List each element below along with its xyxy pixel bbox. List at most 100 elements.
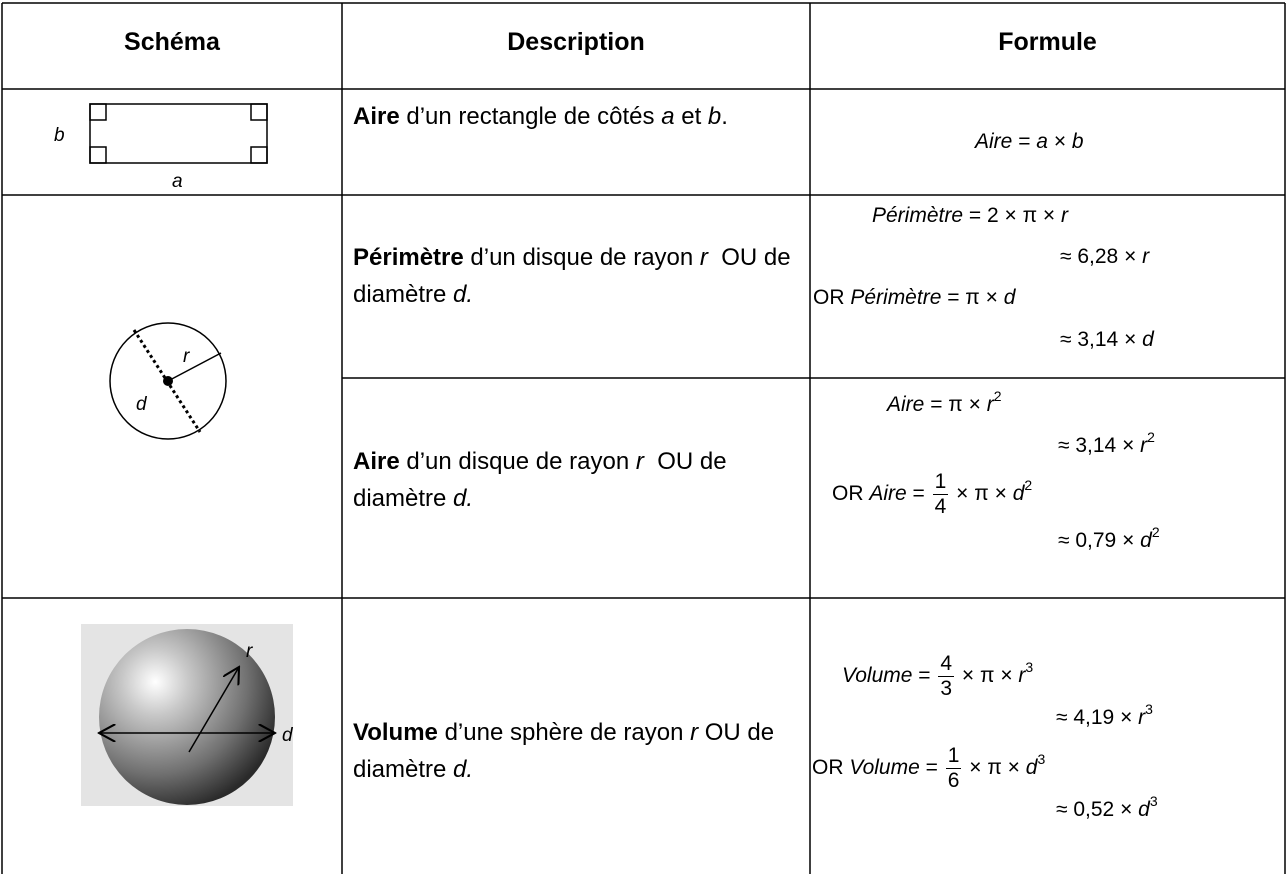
schema-label: d bbox=[282, 725, 294, 746]
formula-line: ≈ 6,28 × r bbox=[1060, 242, 1149, 272]
f-var: Périmètre bbox=[850, 286, 942, 309]
var: r bbox=[699, 244, 708, 271]
f-op: × π × bbox=[956, 664, 1019, 688]
f-var: Aire bbox=[869, 482, 907, 506]
f-op: ≈ 4,19 × bbox=[1056, 706, 1139, 729]
f-op: × π × bbox=[963, 756, 1026, 780]
formula-line: Périmètre = 2 × π × r bbox=[872, 201, 1068, 231]
header: Formule bbox=[998, 28, 1097, 56]
f-op: = bbox=[912, 664, 937, 688]
term: Aire bbox=[353, 448, 400, 475]
var: b bbox=[707, 103, 722, 130]
text: d’un disque de rayon bbox=[399, 448, 636, 475]
text: d’un rectangle de côtés bbox=[399, 103, 662, 130]
numerator: 1 bbox=[932, 470, 949, 495]
f-op: = 2 × π × bbox=[963, 204, 1061, 227]
text: OU de diamètre bbox=[353, 244, 798, 308]
numerator: 1 bbox=[945, 744, 962, 769]
formula-line: OR Périmètre = π × d bbox=[813, 283, 1015, 313]
f-var: r bbox=[1138, 706, 1146, 729]
f-var: Aire bbox=[887, 393, 925, 416]
description: Périmètre d’un disque de rayon r OU de d… bbox=[353, 239, 803, 313]
f-op: = bbox=[919, 756, 944, 780]
text: d’une sphère de rayon bbox=[437, 719, 691, 746]
description: Aire d’un rectangle de côtés a et b. bbox=[353, 98, 803, 135]
f-var: d bbox=[1138, 798, 1150, 821]
description: Volume d’une sphère de rayon r OU de dia… bbox=[353, 714, 803, 788]
text: et bbox=[674, 103, 708, 130]
f-var: d bbox=[1140, 529, 1152, 552]
f-op: = bbox=[1012, 130, 1037, 153]
f-op: OR bbox=[812, 756, 850, 780]
var: d. bbox=[453, 281, 474, 308]
f-var: d bbox=[1003, 286, 1016, 309]
var: r bbox=[690, 719, 699, 746]
term: Aire bbox=[353, 103, 400, 130]
f-var: d bbox=[1142, 328, 1154, 351]
f-var: Volume bbox=[842, 664, 913, 688]
text: d’un disque de rayon bbox=[463, 244, 700, 271]
description: Aire d’un disque de rayon r OU de diamèt… bbox=[353, 443, 803, 517]
f-var: r bbox=[1140, 434, 1148, 457]
schema-label: r bbox=[246, 641, 253, 662]
sphere-schema bbox=[81, 624, 293, 806]
term: Volume bbox=[353, 719, 438, 746]
denominator: 3 bbox=[940, 677, 953, 700]
f-op: ≈ 3,14 × bbox=[1060, 328, 1143, 351]
var: r bbox=[635, 448, 644, 475]
exponent: 3 bbox=[1037, 751, 1046, 768]
text: . bbox=[721, 103, 728, 130]
formula-line: ≈ 0,79 × d2 bbox=[1058, 525, 1160, 556]
var: d. bbox=[453, 485, 474, 512]
f-var: r bbox=[1018, 664, 1026, 688]
formula-line: ≈ 3,14 × r2 bbox=[1058, 430, 1155, 461]
schema-label: d bbox=[136, 394, 148, 415]
f-op: = π × bbox=[924, 393, 987, 416]
circle-schema bbox=[109, 322, 227, 440]
text: OU de diamètre bbox=[353, 448, 734, 512]
f-var: b bbox=[1071, 130, 1084, 153]
f-op: ≈ 3,14 × bbox=[1058, 434, 1141, 457]
schema-label: b bbox=[54, 125, 65, 146]
f-op: ≈ 0,52 × bbox=[1056, 798, 1139, 821]
f-op: ≈ 6,28 × bbox=[1060, 245, 1143, 268]
exponent: 2 bbox=[1024, 477, 1033, 494]
formula-line: Aire = a × b bbox=[975, 127, 1084, 157]
text: OU de diamètre bbox=[353, 719, 781, 783]
f-var: a bbox=[1036, 130, 1048, 153]
formula-line: ≈ 0,52 × d3 bbox=[1056, 794, 1158, 825]
exponent: 3 bbox=[1025, 659, 1034, 676]
header: Schéma bbox=[124, 28, 220, 56]
rectangle-schema bbox=[89, 103, 268, 164]
exponent: 2 bbox=[993, 388, 1002, 404]
formula-line: ≈ 3,14 × d bbox=[1060, 325, 1154, 355]
f-op: = π × bbox=[941, 286, 1004, 309]
var: a bbox=[661, 103, 675, 130]
f-var: d bbox=[1012, 482, 1025, 506]
f-op: = bbox=[906, 482, 931, 506]
f-op: OR bbox=[832, 482, 870, 506]
formula-line: Aire = π × r2 bbox=[887, 388, 1002, 420]
f-op: OR bbox=[813, 286, 851, 309]
var: d. bbox=[453, 756, 474, 783]
exponent: 3 bbox=[1145, 701, 1153, 717]
f-var: r bbox=[986, 393, 994, 416]
schema-label: a bbox=[172, 171, 183, 192]
numerator: 4 bbox=[938, 652, 955, 677]
f-op: × bbox=[1047, 130, 1072, 153]
f-var: d bbox=[1025, 756, 1038, 780]
f-var: r bbox=[1061, 204, 1068, 227]
f-op: ≈ 0,79 × bbox=[1058, 529, 1141, 552]
schema-label: r bbox=[183, 346, 190, 367]
denominator: 6 bbox=[947, 769, 960, 792]
f-var: Périmètre bbox=[872, 204, 964, 227]
